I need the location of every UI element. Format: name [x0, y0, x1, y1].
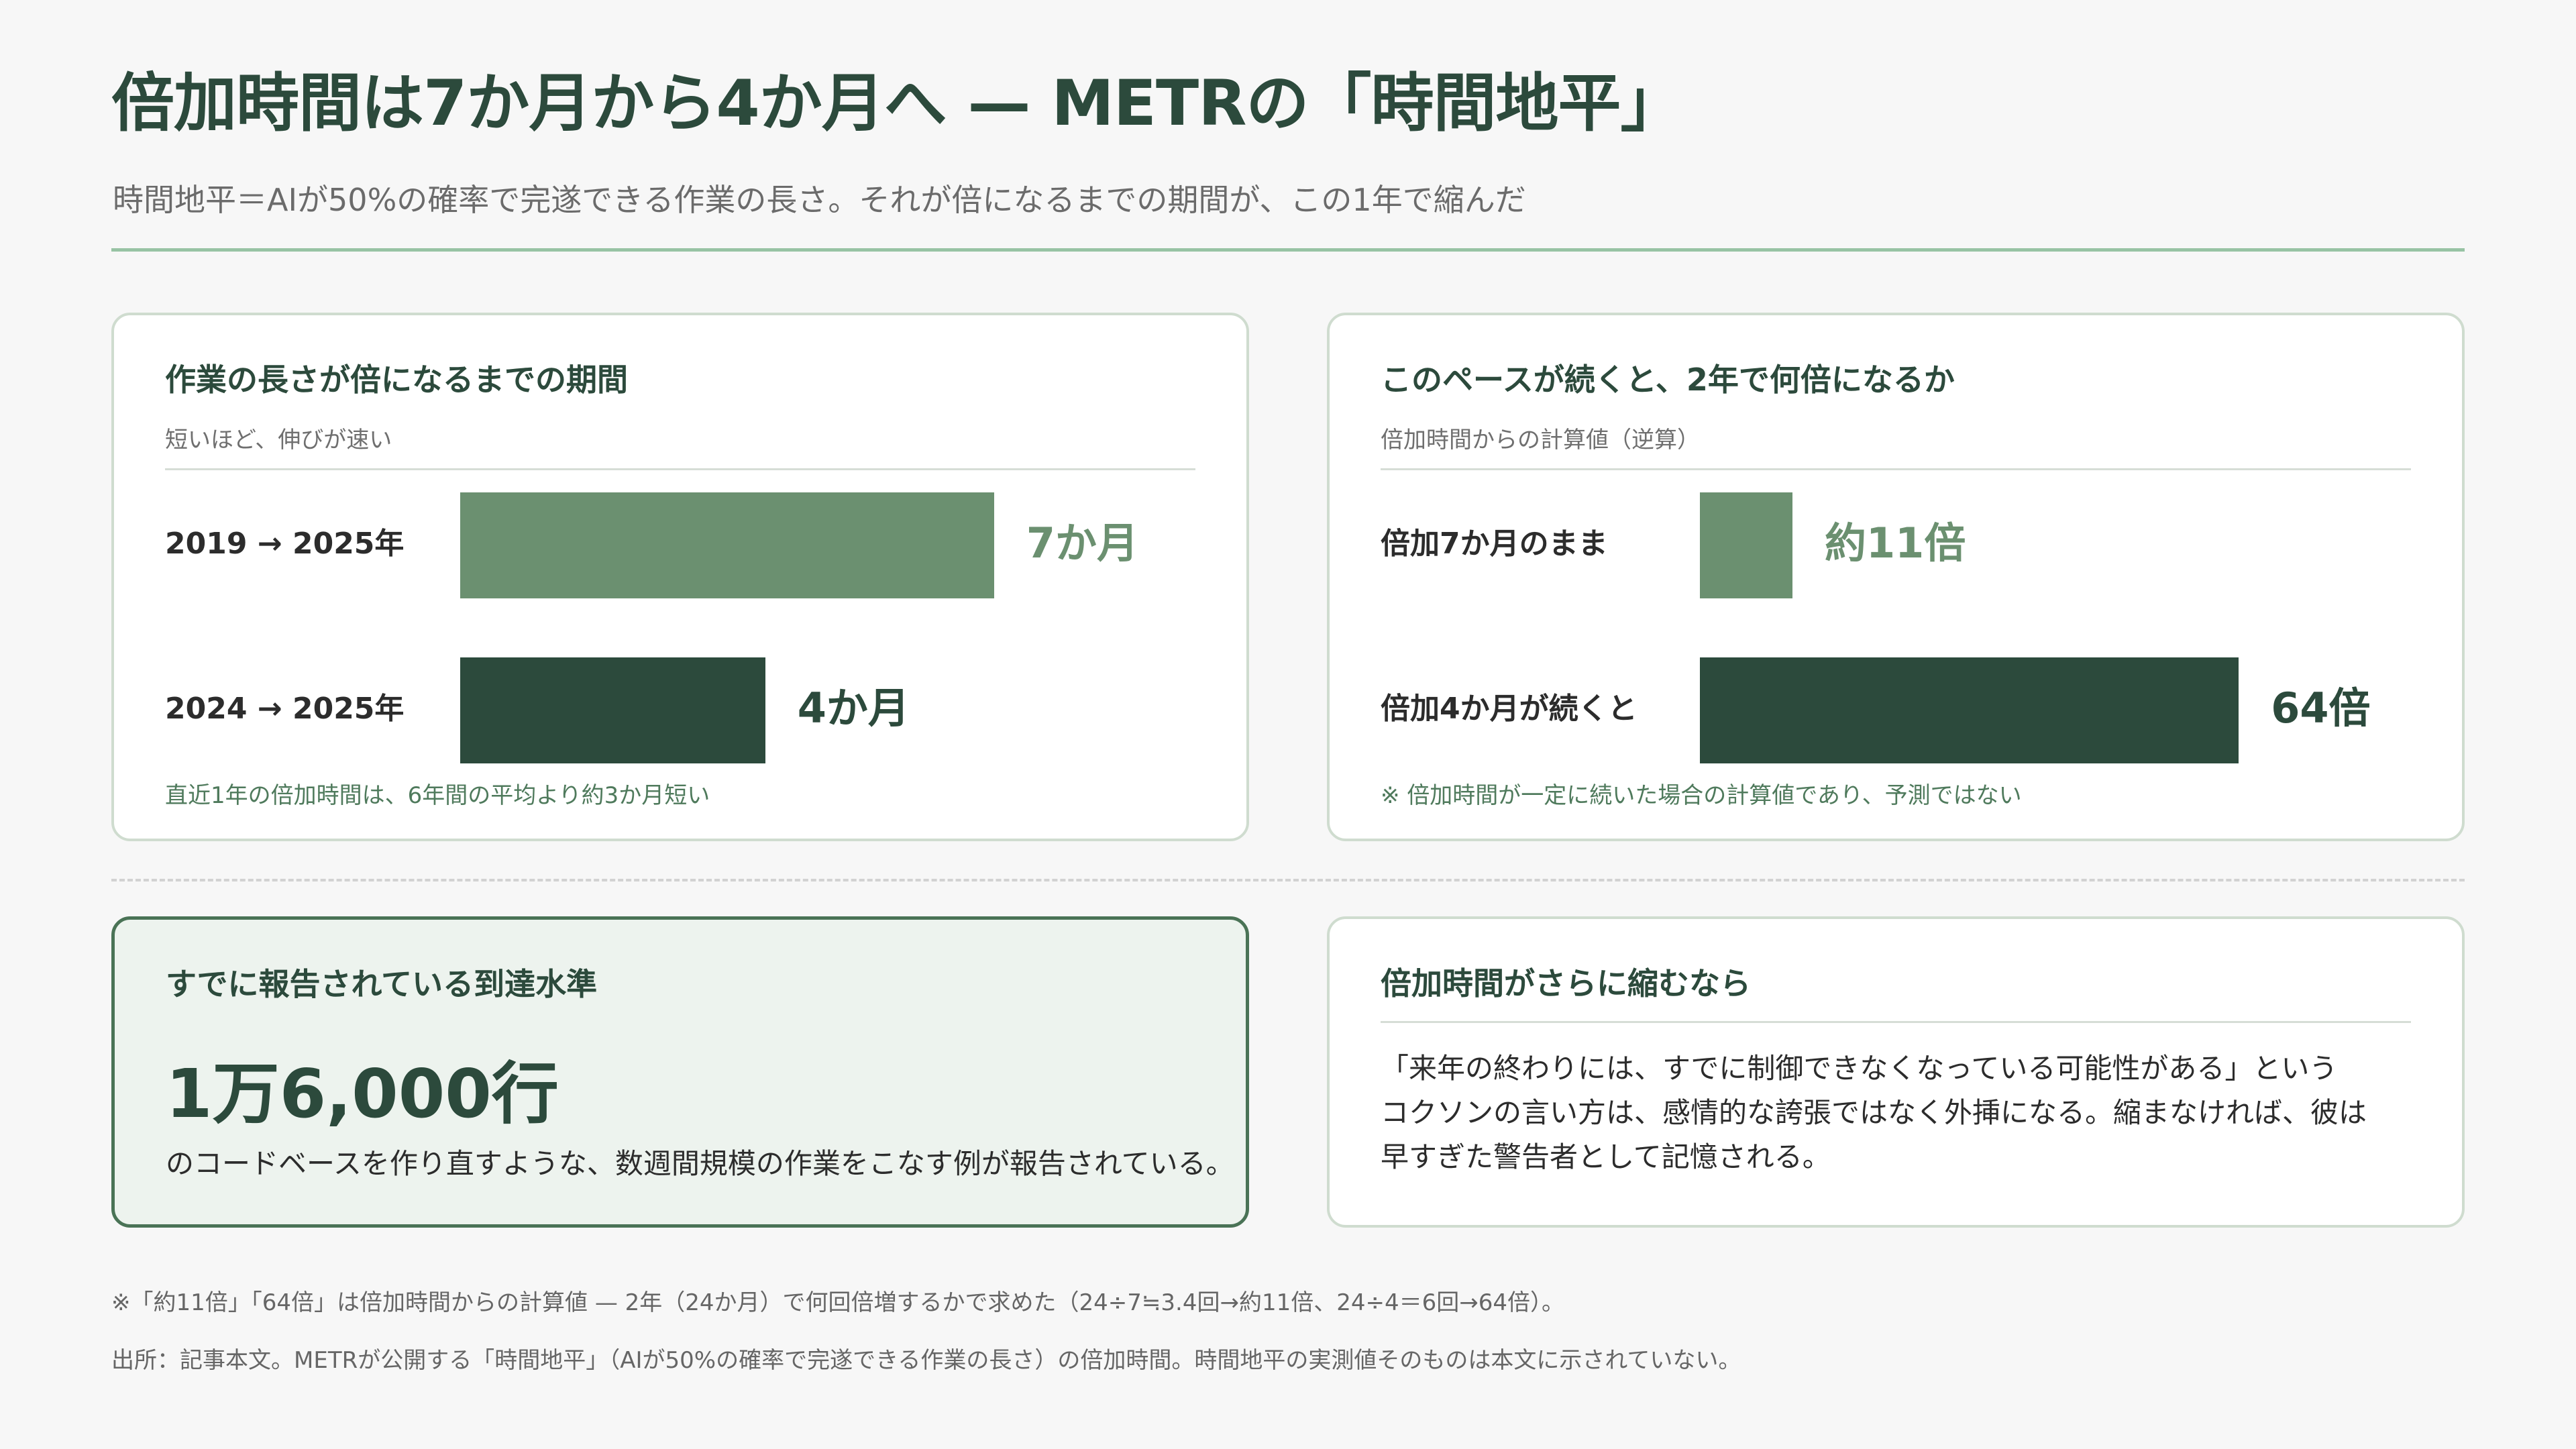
bar [1700, 492, 1793, 598]
card-title: すでに報告されている到達水準 [166, 966, 598, 1002]
card-divider [1381, 468, 2411, 470]
bar-value-label: 約11倍 [1825, 519, 1966, 568]
card-note: ※ 倍加時間が一定に続いた場合の計算値であり、予測ではない [1381, 782, 2022, 809]
bar-value-label: 7か月 [1026, 519, 1139, 568]
card-title: このペースが続くと、2年で何倍になるか [1381, 362, 1955, 398]
bar-category-label: 2024 → 2025年 [165, 692, 405, 726]
quote-line: コクソンの言い方は、感情的な誇張ではなく外挿になる。縮まなければ、彼は [1381, 1096, 2367, 1129]
card-title: 倍加時間がさらに縮むなら [1381, 965, 1751, 1002]
bar [460, 492, 994, 598]
bar [460, 657, 765, 763]
card-divider [165, 468, 1195, 470]
bar-category-label: 倍加7か月のまま [1381, 527, 1608, 561]
card-divider [1381, 1021, 2411, 1023]
card-subtitle: 短いほど、伸びが速い [165, 427, 392, 453]
reported-level-card: すでに報告されている到達水準 1万6,000行 のコードベースを作り直すような、… [111, 916, 1249, 1228]
quote-line: 早すぎた警告者として記憶される。 [1381, 1140, 1831, 1173]
bar-category-label: 2019 → 2025年 [165, 527, 405, 561]
source-note: 出所：記事本文。METRが公開する「時間地平」（AIが50%の確率で完遂できる作… [111, 1347, 1741, 1374]
page-title: 倍加時間は7か月から4か月へ — METRの「時間地平」 [111, 67, 1684, 140]
quote-card: 倍加時間がさらに縮むなら 「来年の終わりには、すでに制御できなくなっている可能性… [1327, 916, 2465, 1228]
doubling-period-card: 作業の長さが倍になるまでの期間 短いほど、伸びが速い 2019 → 2025年 7… [111, 313, 1249, 841]
footnote: ※「約11倍」「64倍」は倍加時間からの計算値 — 2年（24か月）で何回倍増す… [111, 1289, 1565, 1316]
line-count-value: 1万6,000行 [166, 1055, 559, 1133]
card-title: 作業の長さが倍になるまでの期間 [165, 362, 628, 398]
quote-line: 「来年の終わりには、すでに制御できなくなっている可能性がある」という [1381, 1052, 2338, 1085]
bar-category-label: 倍加4か月が続くと [1381, 692, 1638, 726]
card-body-text: のコードベースを作り直すような、数週間規模の作業をこなす例が報告されている。 [166, 1147, 1234, 1180]
two-year-multiplier-card: このペースが続くと、2年で何倍になるか 倍加時間からの計算値（逆算） 倍加7か月… [1327, 313, 2465, 841]
page-subtitle: 時間地平＝AIが50%の確率で完遂できる作業の長さ。それが倍になるまでの期間が、… [113, 182, 1526, 218]
bar-value-label: 64倍 [2271, 684, 2371, 733]
header-divider [111, 248, 2465, 252]
quote-text: 「来年の終わりには、すでに制御できなくなっている可能性がある」という コクソンの… [1381, 1046, 2367, 1179]
card-subtitle: 倍加時間からの計算値（逆算） [1381, 427, 1700, 453]
card-note: 直近1年の倍加時間は、6年間の平均より約3か月短い [165, 782, 710, 809]
bar-value-label: 4か月 [797, 684, 910, 733]
bar [1700, 657, 2239, 763]
section-divider [111, 879, 2465, 881]
